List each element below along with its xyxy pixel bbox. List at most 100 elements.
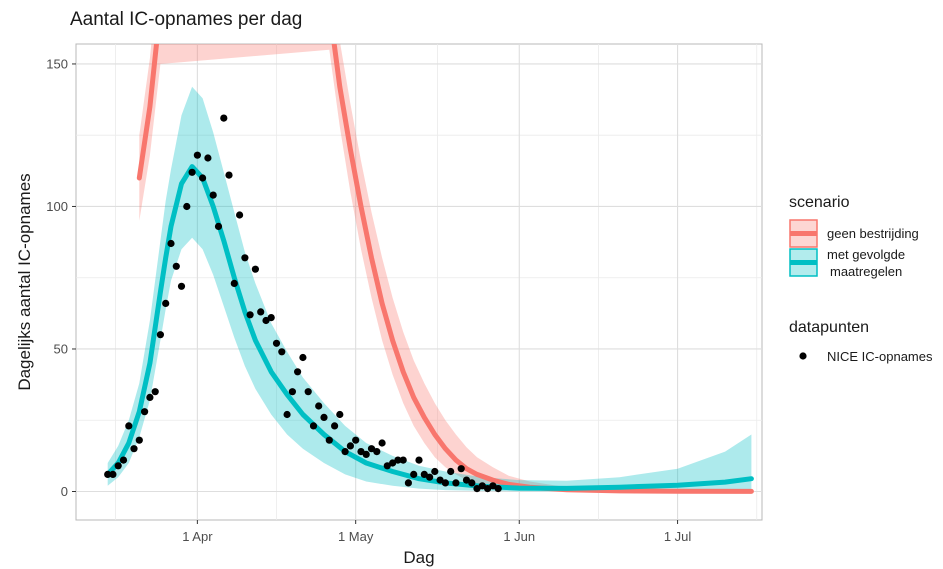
data-point [394, 456, 402, 464]
data-point [257, 308, 265, 316]
legend-label-geen-bestrijding: geen bestrijding [827, 226, 919, 241]
line-met-gevolgde-maatregelen [105, 164, 754, 491]
legend-label-met-gevolgde-line2: maatregelen [830, 264, 902, 279]
data-point [251, 265, 259, 273]
data-point [125, 422, 133, 430]
data-point [188, 168, 196, 176]
data-point [436, 476, 444, 484]
data-point [367, 445, 376, 453]
data-point [146, 393, 154, 401]
data-point [278, 348, 286, 356]
data-point [362, 450, 370, 458]
data-point [389, 459, 397, 467]
x-tick-label: 1 Jun [503, 529, 535, 544]
data-point [462, 476, 471, 484]
data-point [214, 222, 223, 230]
x-axis-title: Dag [403, 548, 434, 567]
data-point [109, 470, 117, 478]
data-point [151, 388, 159, 396]
data-point [399, 456, 407, 464]
legend-title-scenario: scenario [789, 194, 850, 211]
data-point [325, 436, 333, 444]
y-tick-label: 100 [46, 199, 68, 214]
confidence-bands [107, 44, 752, 492]
x-tick-label: 1 Apr [182, 529, 213, 544]
data-point [209, 191, 217, 199]
data-point [177, 282, 186, 290]
x-tick-label: 1 May [338, 529, 374, 544]
data-point [410, 470, 418, 478]
data-point [294, 368, 302, 376]
x-tick-label: 1 Jul [664, 529, 692, 544]
axis-ticks: 1 Apr 1 May 1 Jun 1 Jul 0 50 100 150 [46, 56, 691, 544]
data-point [452, 479, 460, 487]
data-point [373, 448, 381, 456]
data-point [494, 485, 502, 493]
data-point [420, 470, 428, 478]
data-point [193, 151, 201, 159]
data-point [404, 479, 412, 487]
data-point [114, 462, 122, 470]
data-point [272, 339, 281, 347]
data-point [183, 202, 191, 211]
data-point [236, 211, 244, 219]
legend-label-nice-points: NICE IC-opnames [827, 349, 933, 364]
data-point [156, 331, 164, 339]
data-point [426, 473, 434, 481]
data-point [415, 456, 423, 464]
data-point [447, 467, 455, 476]
data-point [230, 279, 238, 287]
data-point [104, 470, 112, 478]
data-point [341, 448, 349, 456]
y-tick-label: 0 [61, 484, 68, 499]
data-point [204, 154, 212, 162]
data-point [309, 422, 318, 430]
y-axis-title: Dagelijks aantal IC-opnames [15, 173, 34, 390]
data-point [130, 445, 138, 453]
data-point [320, 413, 328, 421]
legend: scenario geen bestrijding met gevolgde m… [789, 194, 933, 364]
legend-label-met-gevolgde-line1: met gevolgde [827, 247, 905, 262]
data-point [283, 410, 291, 419]
data-point [346, 442, 354, 450]
data-point [457, 465, 465, 473]
legend-title-datapunten: datapunten [789, 319, 869, 336]
legend-key-nice-points [799, 352, 807, 360]
data-point [304, 388, 312, 396]
data-point [135, 436, 143, 444]
data-point [336, 410, 344, 419]
chart-title: Aantal IC-opnames per dag [70, 9, 302, 30]
data-point [378, 439, 386, 447]
data-point [267, 314, 275, 322]
data-point [288, 388, 296, 396]
series-lines [105, 44, 754, 494]
data-point [331, 422, 339, 430]
data-point [225, 171, 233, 179]
data-point [241, 254, 249, 262]
band-met-gevolgde-maatregelen [107, 86, 752, 492]
plot-panel [75, 43, 763, 521]
data-point [468, 479, 476, 487]
data-point [431, 467, 439, 476]
data-point [473, 485, 481, 493]
data-point [167, 239, 175, 248]
data-point [162, 299, 170, 307]
data-point [489, 482, 497, 490]
data-point [246, 311, 254, 319]
data-point [315, 402, 323, 410]
y-tick-label: 50 [54, 341, 68, 356]
data-point [383, 462, 391, 470]
data-point [199, 174, 207, 182]
data-point [352, 436, 360, 444]
data-point [172, 262, 180, 270]
data-point [484, 485, 492, 493]
data-point [478, 482, 486, 490]
data-point [220, 114, 228, 122]
data-points [104, 114, 502, 493]
y-tick-label: 150 [46, 56, 68, 71]
data-point [299, 353, 307, 362]
data-point [141, 408, 149, 416]
data-point [441, 479, 449, 487]
data-point [119, 456, 128, 464]
